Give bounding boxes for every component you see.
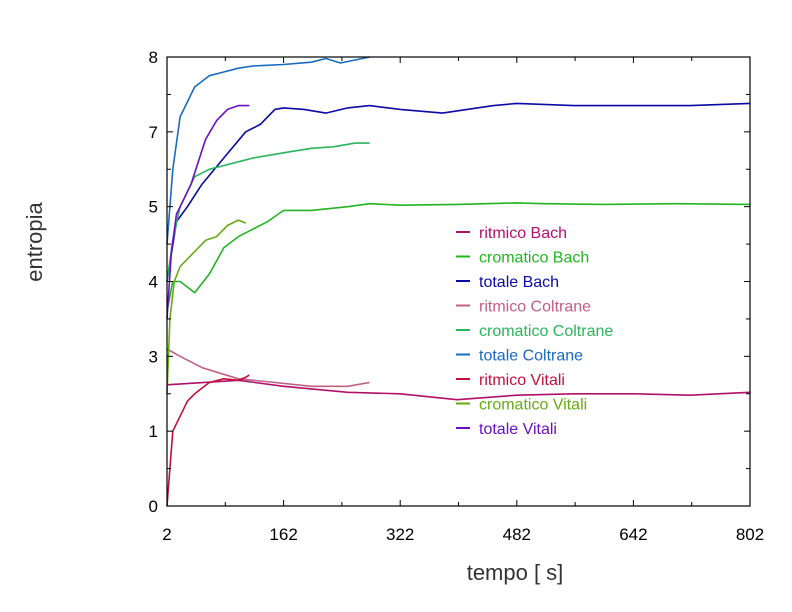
legend-label-cromatico-bach: cromatico Bach [479,250,589,267]
series-line-ritmico-coltrane [166,348,370,388]
x-axis: 2 162 322 482 642 802 [162,57,764,544]
legend-label-ritmico-coltrane: ritmico Coltrane [479,299,591,316]
legend-label-cromatico-coltrane: cromatico Coltrane [479,323,613,340]
series-line-cromatico-bach [166,202,751,312]
y-tick-label: 1 [149,422,158,441]
y-axis-title: entropia [22,201,47,281]
x-tick-label: 2 [162,525,171,544]
legend-label-totale-bach: totale Bach [479,274,559,291]
x-tick-label: 162 [269,525,297,544]
x-tick-label: 642 [619,525,647,544]
y-tick-label: 5 [149,198,158,217]
legend: ritmico Bach cromatico Bach totale Bach rit… [456,225,613,438]
x-axis-title: tempo [ s] [467,560,564,585]
chart-marks [166,56,751,507]
series-line-cromatico-vitali [166,219,247,394]
x-tick-label: 802 [736,525,764,544]
series-line-ritmico-bach [166,379,751,401]
legend-label-totale-vitali: totale Vitali [479,421,557,438]
legend-label-ritmico-vitali: ritmico Vitali [479,372,565,389]
y-tick-label: 8 [149,48,158,67]
y-tick-label: 7 [149,123,158,142]
series-line-totale-bach [166,102,751,282]
y-tick-label: 0 [149,497,158,516]
series-line-totale-vitali [166,104,250,319]
series-line-ritmico-vitali [166,374,250,507]
legend-label-ritmico-bach: ritmico Bach [479,225,567,242]
y-axis: 0 1 3 4 5 7 8 [149,48,750,516]
series-line-totale-coltrane [166,56,370,245]
y-tick-label: 4 [149,273,158,292]
y-tick-label: 3 [149,347,158,366]
legend-label-cromatico-vitali: cromatico Vitali [479,397,587,414]
legend-label-totale-coltrane: totale Coltrane [479,348,583,365]
x-tick-label: 322 [386,525,414,544]
x-tick-label: 482 [503,525,531,544]
